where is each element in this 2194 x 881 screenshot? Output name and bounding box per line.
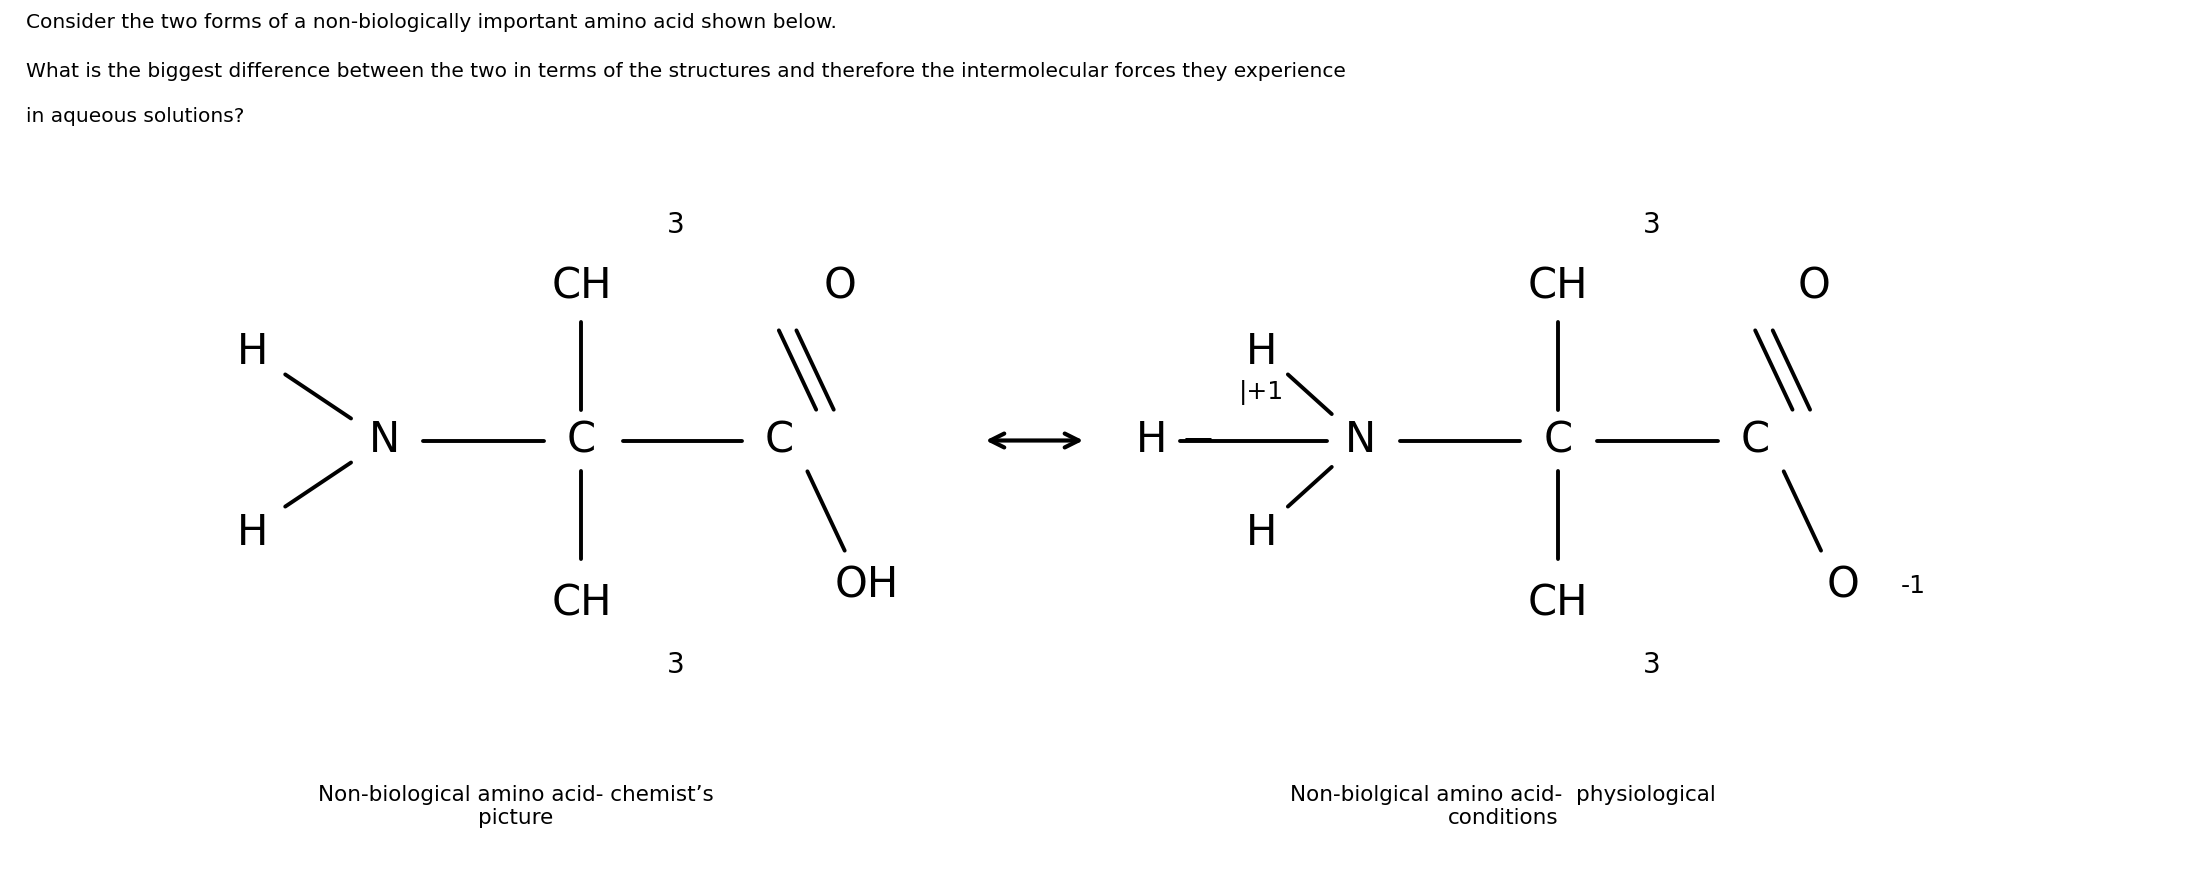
Text: Non-biological amino acid- chemist’s
picture: Non-biological amino acid- chemist’s pic… [318, 784, 713, 828]
Text: Non-biolgical amino acid-  physiological
conditions: Non-biolgical amino acid- physiological … [1290, 784, 1716, 828]
Text: H: H [1136, 419, 1167, 462]
Text: OH: OH [834, 565, 900, 607]
Text: C: C [1542, 419, 1573, 462]
Text: H: H [237, 331, 268, 374]
Text: CH: CH [551, 265, 612, 307]
Text: O: O [825, 265, 856, 307]
Text: O: O [1799, 265, 1830, 307]
Text: C: C [764, 419, 794, 462]
Text: −: − [1180, 419, 1215, 462]
Text: in aqueous solutions?: in aqueous solutions? [26, 107, 246, 127]
Text: N: N [1345, 419, 1376, 462]
Text: CH: CH [1527, 265, 1588, 307]
Text: H: H [1246, 331, 1277, 374]
Text: 3: 3 [667, 211, 685, 239]
Text: 3: 3 [667, 651, 685, 679]
Text: |+1: |+1 [1240, 380, 1283, 404]
Text: H: H [237, 512, 268, 554]
Text: -1: -1 [1900, 574, 1926, 598]
Text: H: H [1246, 512, 1277, 554]
Text: 3: 3 [1643, 211, 1661, 239]
Text: Consider the two forms of a non-biologically important amino acid shown below.: Consider the two forms of a non-biologic… [26, 13, 838, 33]
Text: N: N [369, 419, 399, 462]
Text: 3: 3 [1643, 651, 1661, 679]
Text: CH: CH [1527, 582, 1588, 625]
Text: O: O [1828, 565, 1858, 607]
Text: What is the biggest difference between the two in terms of the structures and th: What is the biggest difference between t… [26, 62, 1347, 81]
Text: C: C [566, 419, 597, 462]
Text: C: C [1740, 419, 1771, 462]
Text: CH: CH [551, 582, 612, 625]
